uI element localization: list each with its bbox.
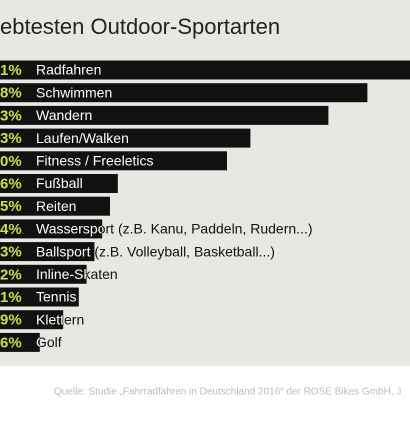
bar: [0, 242, 95, 262]
category-label: Radfahren: [36, 62, 101, 78]
value-label: 3%: [0, 130, 22, 147]
source-note: Quelle: Studie „Fahrradfahren in Deutsch…: [54, 387, 401, 398]
bar: [0, 219, 103, 239]
bar: [0, 128, 251, 148]
value-label: 5%: [0, 198, 22, 215]
value-label: 0%: [0, 153, 22, 170]
bar: [0, 264, 87, 284]
category-label: Fitness / Freeletics: [36, 153, 153, 169]
category-label: Fußball: [36, 175, 83, 191]
bar: [0, 83, 368, 103]
category-label: Wassersport (z.B. Kanu, Paddeln, Rudern.…: [36, 221, 313, 237]
value-label: 4%: [0, 221, 22, 238]
category-label: Schwimmen: [36, 84, 112, 100]
category-label: Klettern: [36, 311, 84, 327]
category-label: Wandern: [36, 107, 92, 123]
category-label: Tennis: [36, 289, 76, 305]
bar: [0, 310, 64, 330]
category-label: Wandern: [36, 107, 92, 123]
category-label: Inline-Skaten: [36, 266, 118, 282]
category-label: Fitness / Freeletics: [36, 153, 153, 169]
bar: [0, 196, 110, 216]
value-label: 1%: [0, 62, 22, 79]
bar: [0, 332, 40, 352]
category-label: Inline-Skaten: [36, 266, 118, 282]
bar: [0, 60, 410, 80]
value-label: 2%: [0, 266, 22, 283]
bar: [0, 287, 79, 307]
category-label: Tennis: [36, 289, 76, 305]
category-label: Golf: [36, 334, 62, 350]
chart-title: ebtesten Outdoor-Sportarten: [0, 14, 280, 39]
bar: [0, 105, 329, 125]
value-label: 8%: [0, 85, 22, 102]
category-label: Ballsport (z.B. Volleyball, Basketball..…: [36, 243, 275, 259]
category-label: Fußball: [36, 175, 83, 191]
category-label: Radfahren: [36, 62, 101, 78]
value-label: 6%: [0, 175, 22, 192]
category-label: Golf: [36, 334, 62, 350]
value-label: 1%: [0, 289, 22, 306]
category-label: Reiten: [36, 198, 76, 214]
value-label: 6%: [0, 334, 22, 351]
category-label: Wassersport (z.B. Kanu, Paddeln, Rudern.…: [36, 221, 313, 237]
category-label: Reiten: [36, 198, 76, 214]
category-label: Laufen/Walken: [36, 130, 129, 146]
category-label: Schwimmen: [36, 84, 112, 100]
category-label: Ballsport (z.B. Volleyball, Basketball..…: [36, 243, 275, 259]
value-label: 3%: [0, 107, 22, 124]
value-label: 9%: [0, 312, 22, 329]
category-label: Laufen/Walken: [36, 130, 129, 146]
bar: [0, 174, 118, 193]
value-label: 3%: [0, 244, 22, 261]
category-label: Klettern: [36, 311, 84, 327]
bar: [0, 151, 227, 171]
